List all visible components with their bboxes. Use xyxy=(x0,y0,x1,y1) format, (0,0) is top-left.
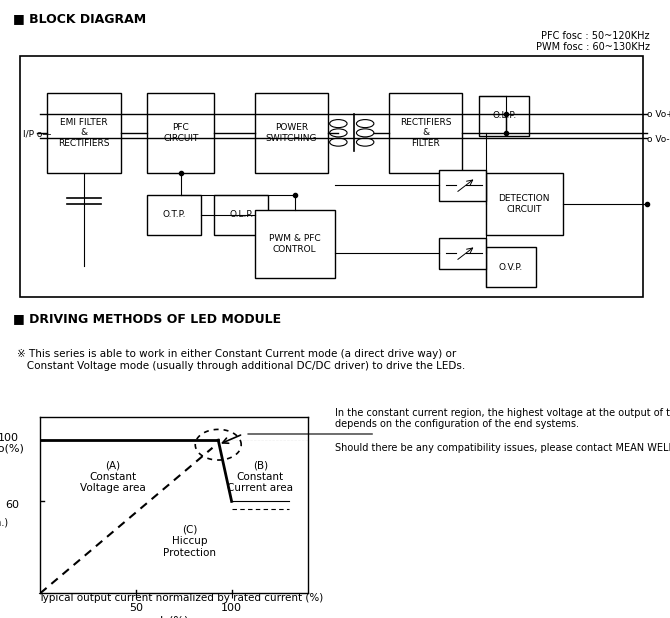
Text: PWM & PFC
CONTROL: PWM & PFC CONTROL xyxy=(269,234,321,254)
Text: 60: 60 xyxy=(5,500,19,510)
X-axis label: Io(%): Io(%) xyxy=(159,616,189,618)
Text: ■ DRIVING METHODS OF LED MODULE: ■ DRIVING METHODS OF LED MODULE xyxy=(13,312,281,325)
Bar xyxy=(20,56,643,297)
Bar xyxy=(47,93,121,173)
Text: (C)
Hiccup
Protection: (C) Hiccup Protection xyxy=(163,524,216,557)
Text: (min.): (min.) xyxy=(0,518,8,528)
Bar xyxy=(439,238,486,269)
Text: O.L.P.: O.L.P. xyxy=(229,210,253,219)
Text: ■ BLOCK DIAGRAM: ■ BLOCK DIAGRAM xyxy=(13,12,147,25)
Text: o Vo-: o Vo- xyxy=(647,135,670,143)
Bar xyxy=(486,247,536,287)
Text: (A)
Constant
Voltage area: (A) Constant Voltage area xyxy=(80,460,146,493)
Bar xyxy=(439,170,486,201)
Text: (B)
Constant
Current area: (B) Constant Current area xyxy=(227,460,293,493)
Text: O.T.P.: O.T.P. xyxy=(162,210,186,219)
Text: PFC
CIRCUIT: PFC CIRCUIT xyxy=(163,123,198,143)
Text: Vo(%): Vo(%) xyxy=(0,444,25,454)
Text: PFC fosc : 50~120KHz
PWM fosc : 60~130KHz: PFC fosc : 50~120KHz PWM fosc : 60~130KH… xyxy=(536,31,650,53)
Text: EMI FILTER
&
RECTIFIERS: EMI FILTER & RECTIFIERS xyxy=(58,118,109,148)
Bar xyxy=(147,195,201,235)
Bar xyxy=(214,195,268,235)
Text: RECTIFIERS
&
FILTER: RECTIFIERS & FILTER xyxy=(400,118,451,148)
Bar xyxy=(486,173,563,235)
Text: O.L.P.: O.L.P. xyxy=(492,111,517,121)
Bar xyxy=(147,93,214,173)
Text: 100: 100 xyxy=(0,433,19,443)
Bar xyxy=(389,93,462,173)
Bar xyxy=(255,93,328,173)
Text: O.V.P.: O.V.P. xyxy=(498,263,523,272)
Text: o Vo+: o Vo+ xyxy=(647,110,670,119)
Text: I/P o—: I/P o— xyxy=(23,130,52,139)
Text: Typical output current normalized by rated current (%): Typical output current normalized by rat… xyxy=(38,593,324,603)
Bar xyxy=(255,210,335,278)
Text: In the constant current region, the highest voltage at the output of the driver
: In the constant current region, the high… xyxy=(335,408,670,452)
Text: DETECTION
CIRCUIT: DETECTION CIRCUIT xyxy=(498,194,550,214)
Text: POWER
SWITCHING: POWER SWITCHING xyxy=(266,123,317,143)
Text: ※ This series is able to work in either Constant Current mode (a direct drive wa: ※ This series is able to work in either … xyxy=(17,349,465,371)
Bar xyxy=(479,96,529,136)
